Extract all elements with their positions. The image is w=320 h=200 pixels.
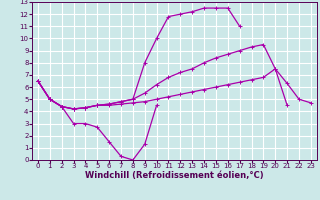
X-axis label: Windchill (Refroidissement éolien,°C): Windchill (Refroidissement éolien,°C) (85, 171, 264, 180)
